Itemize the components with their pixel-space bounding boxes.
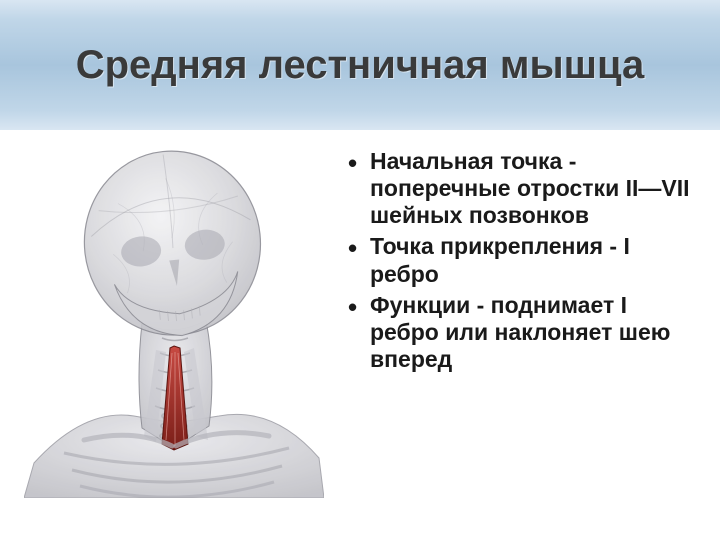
bullet-text: Точка прикрепления - I ребро [370, 233, 630, 286]
page-title: Средняя лестничная мышца [76, 42, 645, 88]
anatomy-illustration [24, 148, 324, 498]
bullet-list: Начальная точка - поперечные отростки II… [344, 148, 696, 498]
content-row: Начальная точка - поперечные отростки II… [0, 130, 720, 498]
list-item: Начальная точка - поперечные отростки II… [344, 148, 696, 229]
bullet-text: Начальная точка - поперечные отростки II… [370, 148, 690, 228]
title-bar: Средняя лестничная мышца [0, 0, 720, 130]
list-item: Точка прикрепления - I ребро [344, 233, 696, 287]
bullet-text: Функции - поднимает I ребро или наклоняе… [370, 292, 670, 372]
list-item: Функции - поднимает I ребро или наклоняе… [344, 292, 696, 373]
